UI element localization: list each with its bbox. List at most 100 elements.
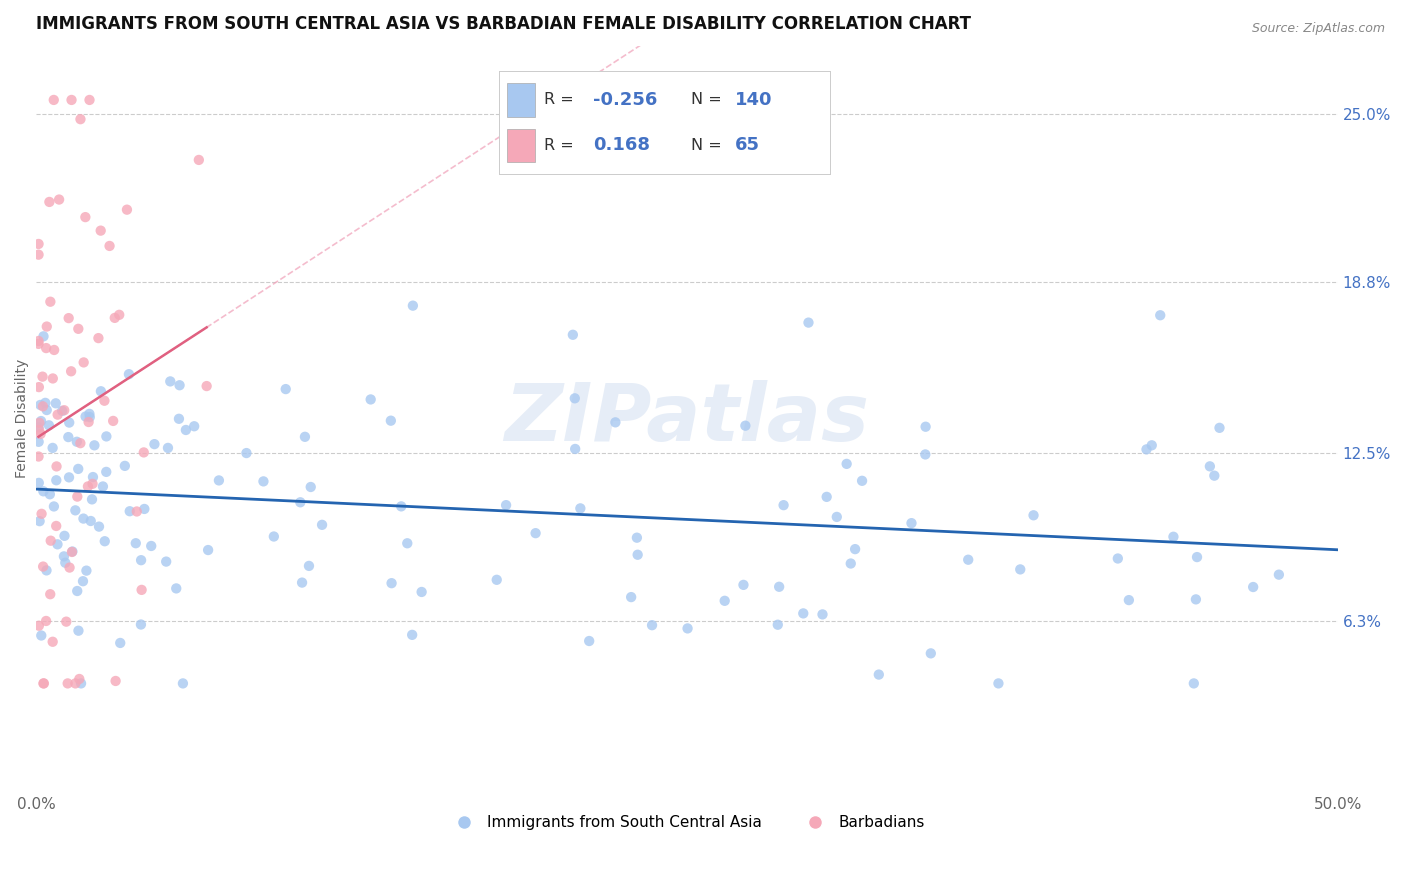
Y-axis label: Female Disability: Female Disability xyxy=(15,359,30,478)
Point xyxy=(67,322,90,336)
Point xyxy=(114,458,136,473)
Point xyxy=(797,316,820,330)
Point xyxy=(65,503,87,517)
Text: 65: 65 xyxy=(735,136,761,154)
Point xyxy=(32,400,55,414)
Point xyxy=(28,475,51,490)
Point xyxy=(914,419,936,434)
Point xyxy=(77,415,100,429)
Point xyxy=(564,392,586,406)
Point xyxy=(67,462,90,476)
Point xyxy=(30,628,52,642)
Point xyxy=(34,396,56,410)
Point xyxy=(45,473,67,487)
Point xyxy=(79,407,101,421)
Point xyxy=(93,393,115,408)
Point xyxy=(60,544,83,558)
Point xyxy=(169,378,191,392)
Point xyxy=(626,531,648,545)
Point xyxy=(75,409,97,424)
Point xyxy=(27,420,49,434)
Point xyxy=(27,337,49,351)
Point xyxy=(96,429,118,443)
Point xyxy=(524,526,547,541)
Point xyxy=(197,543,219,558)
Point xyxy=(118,368,141,382)
Point xyxy=(129,617,152,632)
Point xyxy=(48,193,70,207)
Point xyxy=(32,484,55,499)
Text: IMMIGRANTS FROM SOUTH CENTRAL ASIA VS BARBADIAN FEMALE DISABILITY CORRELATION CH: IMMIGRANTS FROM SOUTH CENTRAL ASIA VS BA… xyxy=(37,15,972,33)
Point xyxy=(125,504,148,518)
Point xyxy=(90,224,112,238)
Text: R =: R = xyxy=(544,92,579,107)
Text: Source: ZipAtlas.com: Source: ZipAtlas.com xyxy=(1251,22,1385,36)
Point xyxy=(174,423,197,437)
Point xyxy=(108,308,131,322)
Point xyxy=(155,555,177,569)
Point xyxy=(290,495,312,509)
Point xyxy=(1163,530,1185,544)
Point xyxy=(1208,421,1230,435)
Point xyxy=(104,310,127,325)
Point xyxy=(900,516,922,530)
Point xyxy=(104,673,127,688)
Text: 140: 140 xyxy=(735,91,773,109)
Point xyxy=(79,410,101,425)
Point xyxy=(44,343,66,357)
Point xyxy=(713,594,735,608)
Point xyxy=(360,392,382,407)
Point xyxy=(733,578,755,592)
Point xyxy=(31,507,53,521)
Point xyxy=(768,580,790,594)
Point xyxy=(66,434,89,449)
Text: R =: R = xyxy=(544,137,579,153)
Point xyxy=(235,446,257,460)
Point xyxy=(299,480,322,494)
Point xyxy=(396,536,419,550)
Point xyxy=(792,607,814,621)
Point xyxy=(1149,308,1171,322)
Point xyxy=(101,414,124,428)
Point xyxy=(28,416,51,430)
Point xyxy=(35,614,58,628)
Point xyxy=(58,430,80,444)
Point xyxy=(60,93,83,107)
Point xyxy=(380,414,402,428)
Point xyxy=(676,621,699,635)
Point xyxy=(129,553,152,567)
Point xyxy=(1204,468,1226,483)
Point xyxy=(58,416,80,430)
Point xyxy=(274,382,297,396)
Point xyxy=(914,447,936,461)
Point xyxy=(96,465,118,479)
Point xyxy=(75,210,97,224)
FancyBboxPatch shape xyxy=(508,83,536,117)
Point xyxy=(51,404,73,418)
Point xyxy=(1241,580,1264,594)
Point xyxy=(28,514,51,528)
Point xyxy=(811,607,834,622)
Point xyxy=(38,194,60,209)
Point xyxy=(87,519,110,533)
Point xyxy=(32,329,55,343)
FancyBboxPatch shape xyxy=(508,128,536,162)
Point xyxy=(56,676,79,690)
Point xyxy=(183,419,205,434)
Point xyxy=(39,533,62,548)
Point xyxy=(380,576,402,591)
Point xyxy=(402,299,425,313)
Point xyxy=(411,585,433,599)
Point xyxy=(27,334,49,348)
Point xyxy=(32,559,55,574)
Point xyxy=(58,560,80,574)
Point xyxy=(1118,593,1140,607)
Point xyxy=(987,676,1010,690)
Point xyxy=(77,479,100,493)
Point xyxy=(41,634,63,648)
Point xyxy=(28,380,51,394)
Point xyxy=(851,474,873,488)
Point xyxy=(815,490,838,504)
Point xyxy=(569,501,592,516)
Point xyxy=(83,438,105,452)
